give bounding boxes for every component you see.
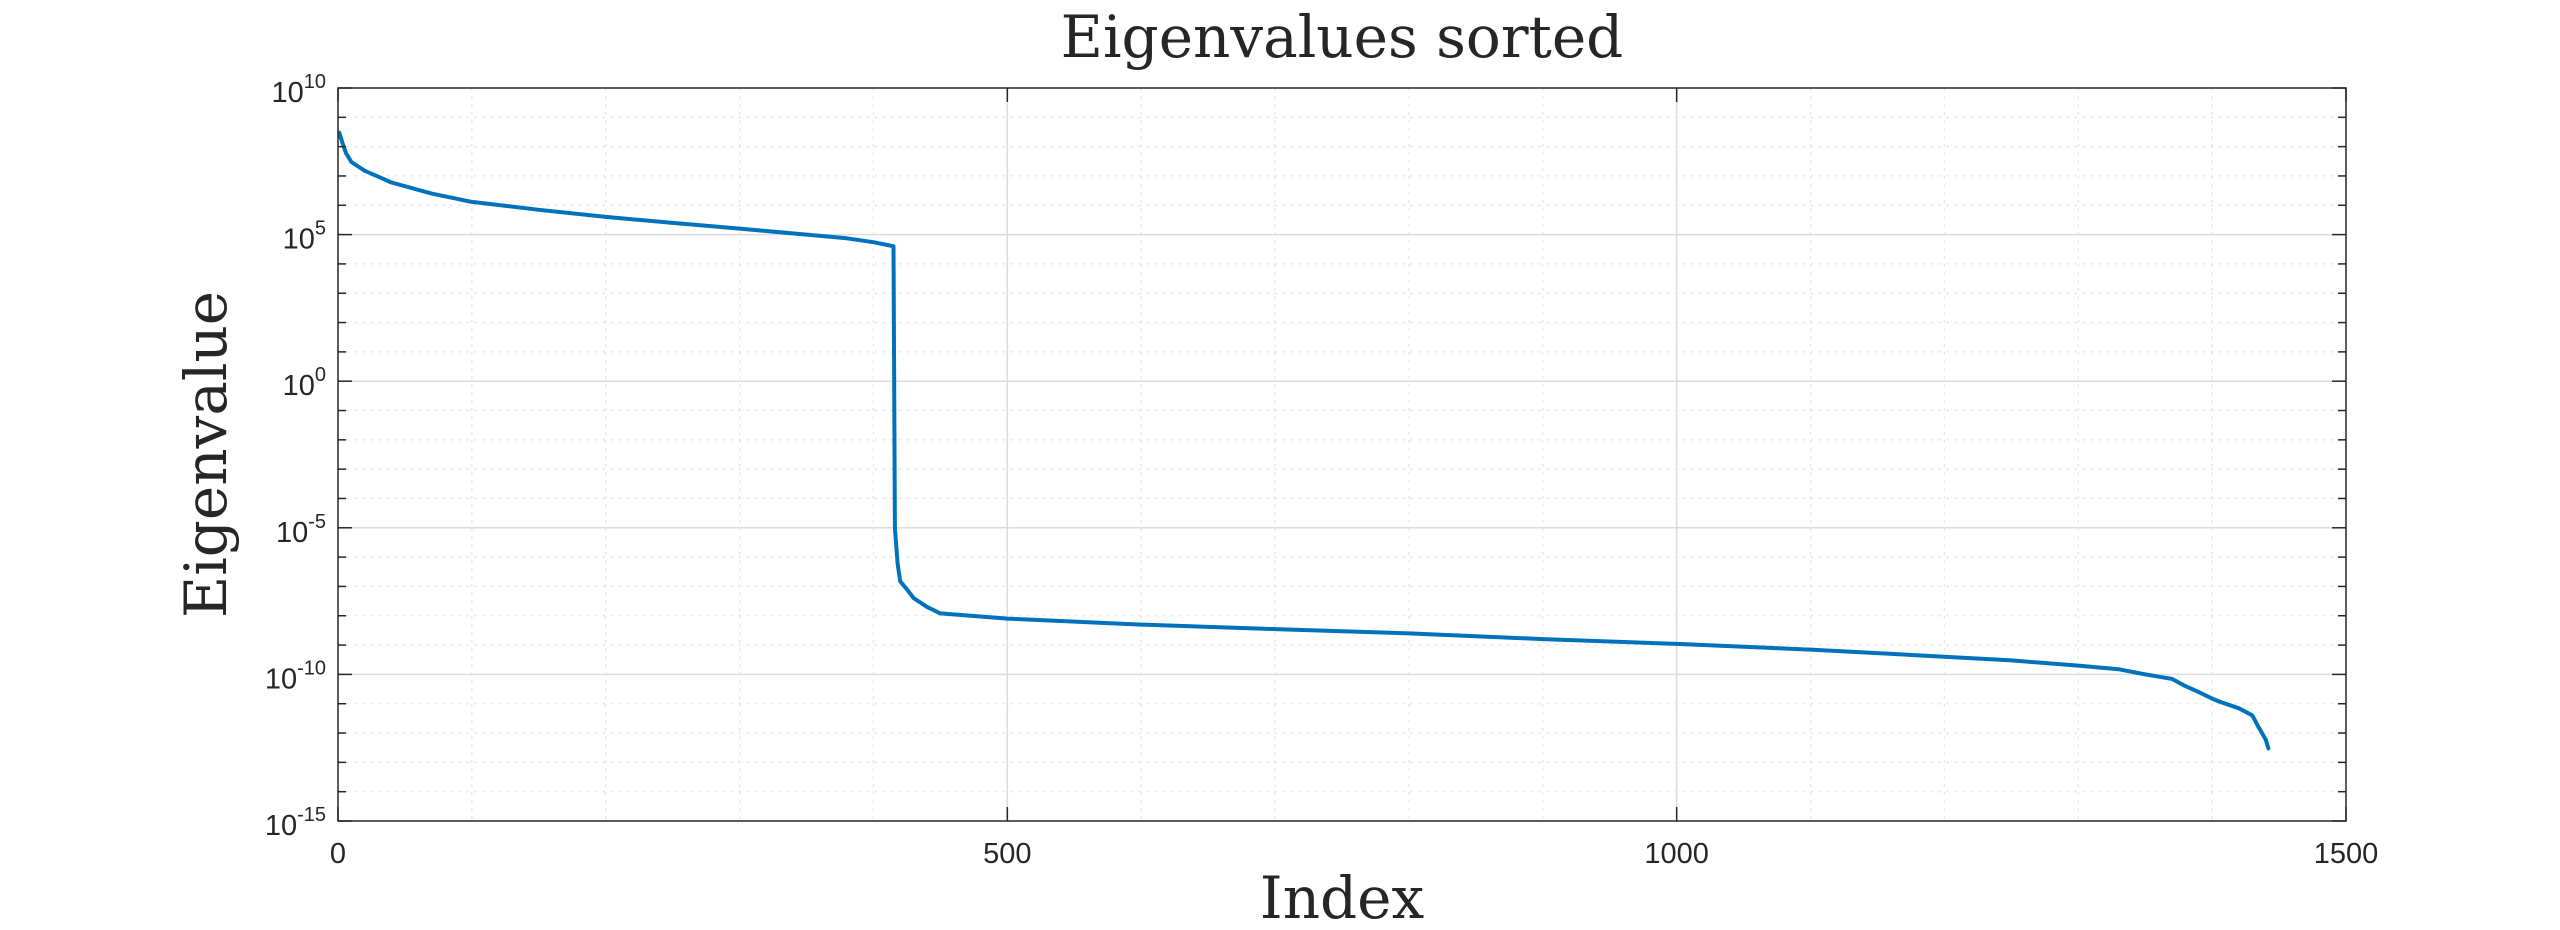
y-tick-label: 10-10 [265, 657, 326, 695]
x-tick-label: 0 [330, 838, 346, 870]
x-tick-label: 1000 [1644, 838, 1709, 870]
tick-marks [337, 87, 2347, 822]
y-tick-label: 10-5 [276, 511, 326, 549]
x-tick-labels: 0 500 1000 1500 [330, 838, 2378, 870]
y-tick-label: 10-15 [265, 804, 326, 842]
grid-lines [338, 88, 2346, 821]
x-axis-label: Index [1260, 864, 1424, 930]
y-tick-label: 1010 [271, 71, 326, 109]
axes-box [337, 87, 2347, 822]
series-layer [337, 130, 2271, 751]
y-tick-labels: 1010 105 100 10-5 10-10 10-15 [265, 71, 326, 842]
y-tick-label: 105 [283, 218, 326, 256]
y-axis-label: Eigenvalue [172, 291, 240, 618]
x-tick-label: 1500 [2314, 838, 2379, 870]
eigenvalue-series-line [337, 130, 2271, 751]
y-tick-label: 100 [283, 364, 326, 402]
chart-title: Eigenvalues sorted [1061, 3, 1624, 71]
x-tick-label: 500 [983, 838, 1031, 870]
